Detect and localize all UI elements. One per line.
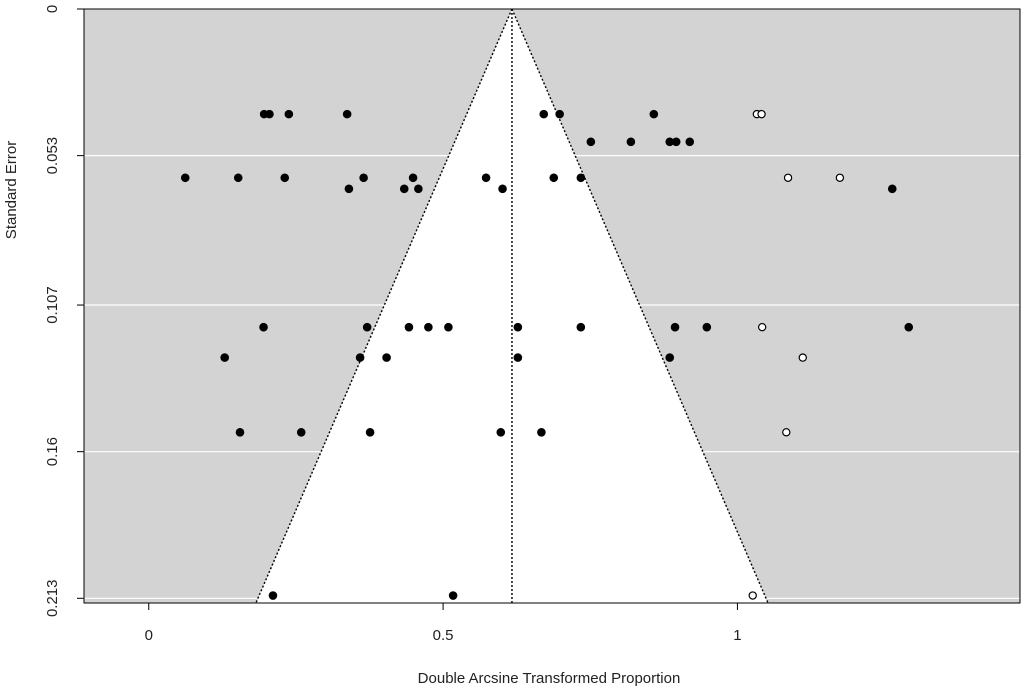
data-points [180,109,914,600]
study-point [496,427,506,437]
study-point [549,173,559,183]
study-point [576,322,586,332]
y-tick-label: 0.053 [44,137,61,175]
study-point [555,109,564,119]
study-point [408,173,418,183]
x-tick-label: 0 [145,627,153,644]
study-point [404,322,414,332]
study-point [424,322,433,332]
study-point [702,322,712,332]
study-point [671,137,681,147]
study-point [576,173,586,183]
study-point [481,173,491,183]
imputed-study-point [798,353,807,362]
y-tick-label: 0.213 [44,580,61,618]
study-point [887,184,897,194]
study-point [539,109,549,119]
imputed-study-point [783,173,793,182]
study-point [904,322,914,332]
study-point [399,184,409,194]
study-point [259,322,268,332]
study-point [296,427,306,437]
x-axis-title: Double Arcsine Transformed Proportion [418,670,681,687]
y-axis: 0 0.053 0.107 0.16 0.213 [44,5,85,618]
study-point [444,322,453,332]
study-point [365,427,375,437]
study-point [649,109,659,119]
x-tick-label: 0.5 [433,627,454,644]
x-tick-label: 1 [733,627,741,644]
study-point [180,173,190,183]
study-point [359,173,368,183]
imputed-study-point [757,109,766,119]
y-tick-label: 0.16 [44,437,61,466]
study-point [626,137,636,147]
study-point [513,322,523,332]
y-tick-label: 0.107 [44,286,61,324]
study-point [235,427,245,437]
x-axis: 0 0.5 1 [145,602,742,644]
study-point [342,109,352,119]
study-point [268,591,278,600]
study-point [498,184,507,194]
imputed-study-point [835,173,845,182]
y-axis-title: Standard Error [3,141,20,239]
study-point [513,353,523,362]
study-point [414,184,423,194]
study-point [586,137,596,147]
study-point [280,173,290,183]
study-point [284,109,294,119]
study-point [220,353,229,362]
study-point [233,173,243,183]
study-point [665,353,675,362]
study-point [382,353,391,362]
imputed-study-point [748,591,757,600]
study-point [537,427,546,437]
study-point [670,322,680,332]
study-point [448,591,458,600]
study-point [362,322,372,332]
study-point [265,109,274,119]
study-point [344,184,354,194]
imputed-study-point [782,428,791,437]
y-tick-label: 0 [44,5,61,13]
study-point [685,137,695,147]
imputed-study-point [757,322,767,332]
study-point [355,353,365,362]
